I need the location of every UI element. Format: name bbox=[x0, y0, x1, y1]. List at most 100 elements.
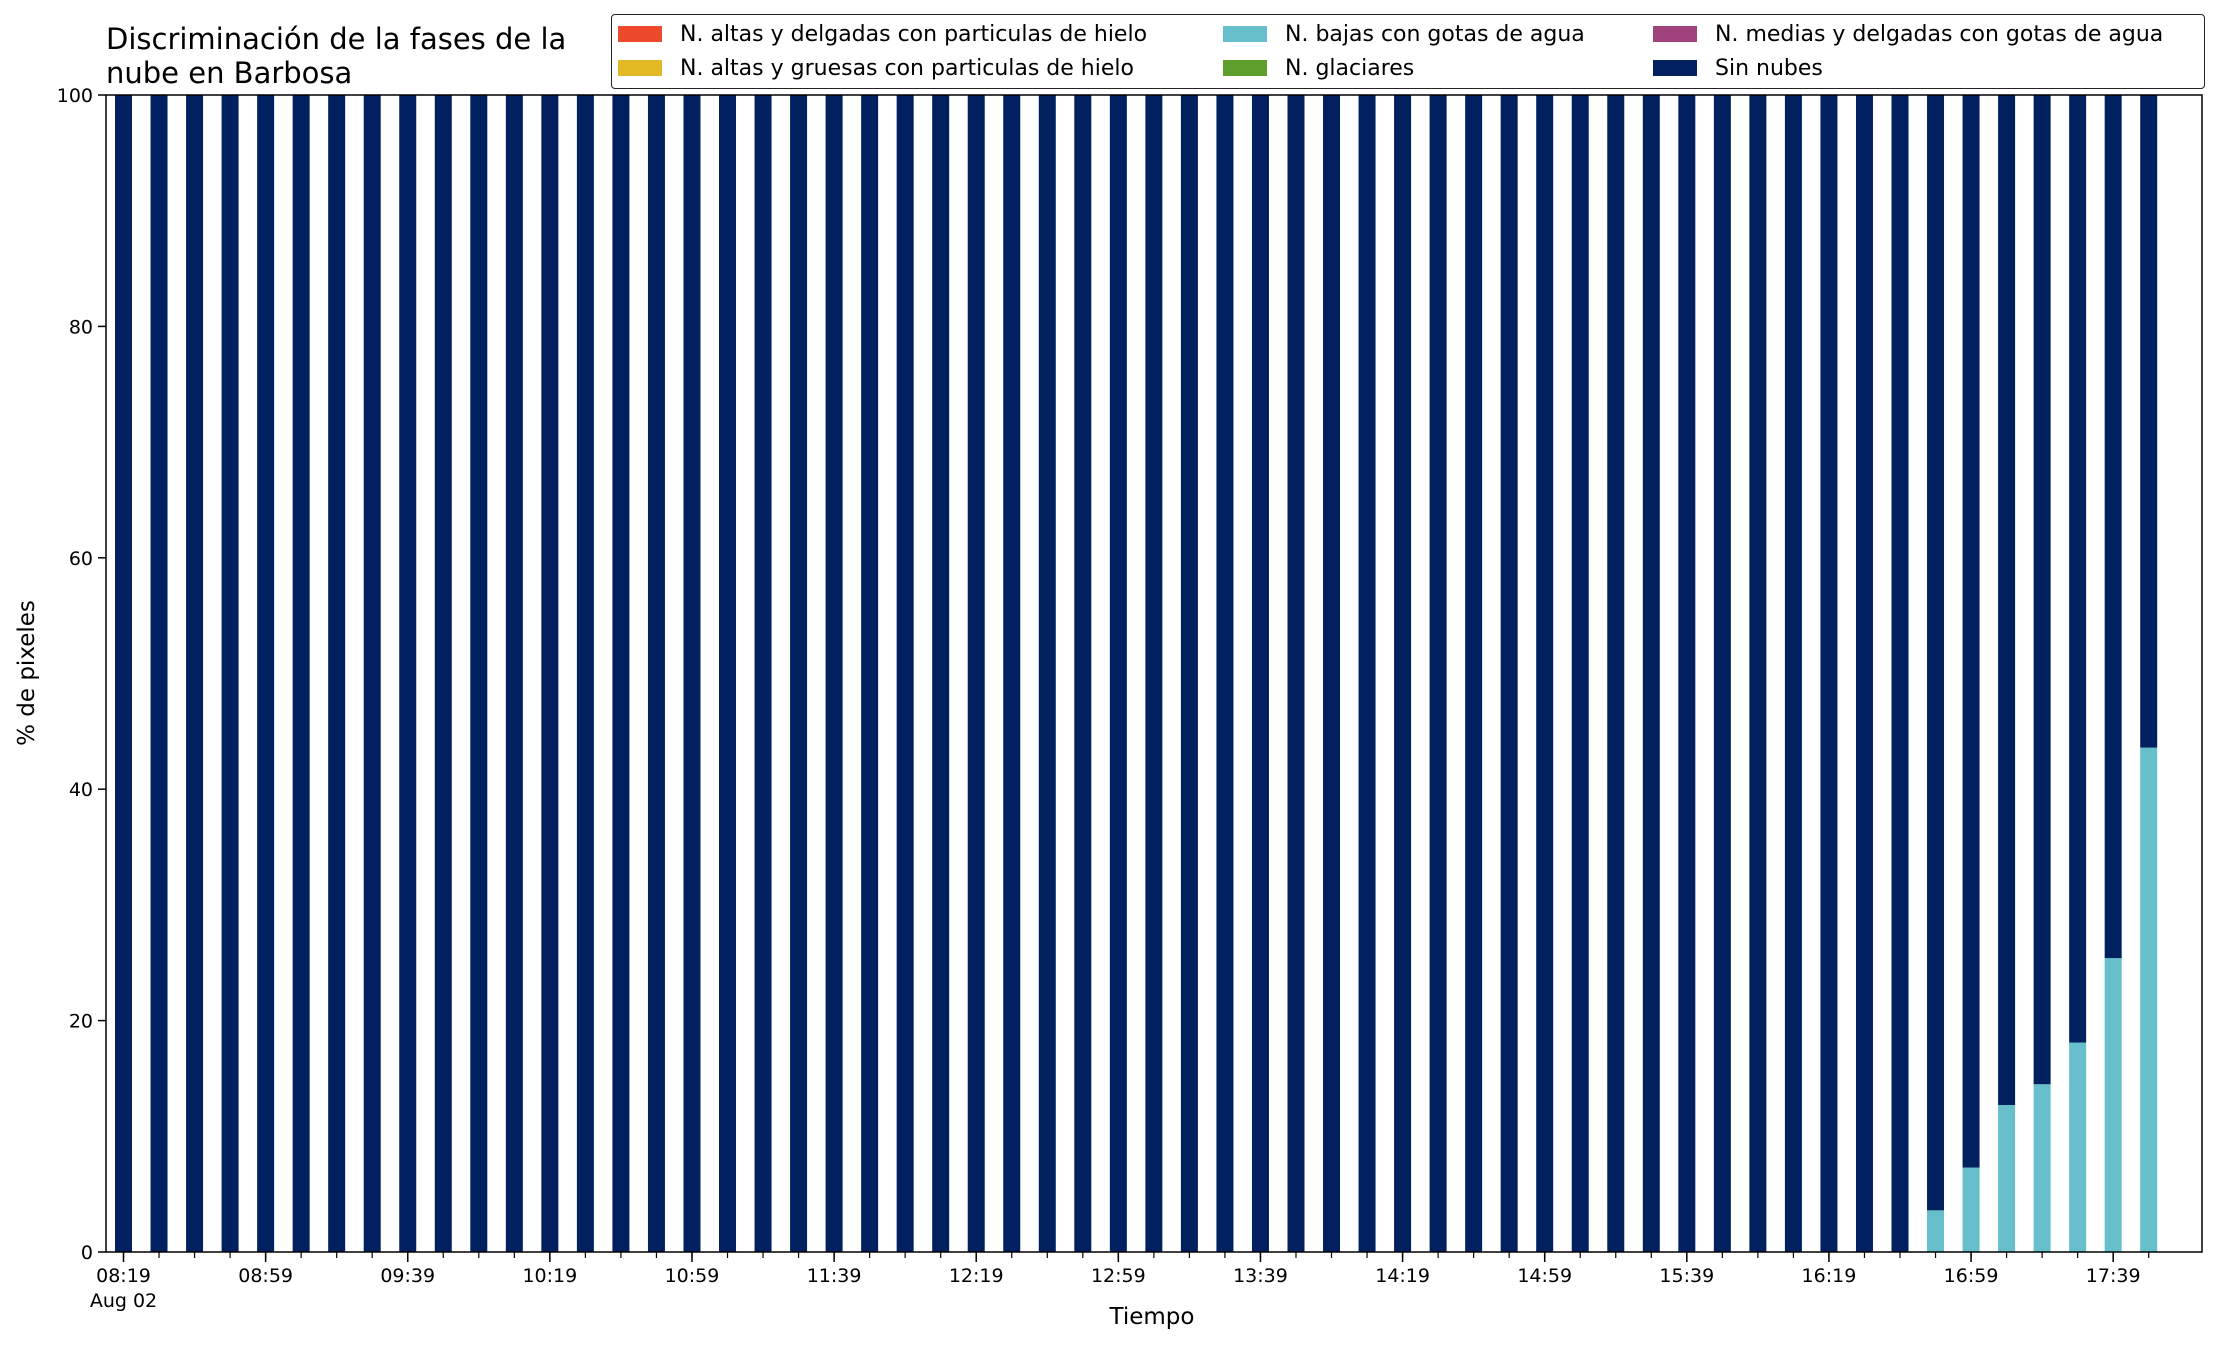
bar-segment bbox=[541, 95, 559, 1252]
x-tick-label: 13:39 bbox=[1233, 1265, 1288, 1287]
bar-segment bbox=[967, 95, 985, 1252]
bar-segment bbox=[1074, 95, 1092, 1252]
legend-swatch bbox=[618, 60, 662, 76]
bar-segment bbox=[2069, 95, 2087, 1043]
bar-segment bbox=[932, 95, 950, 1252]
bar-segment bbox=[576, 95, 594, 1252]
bar-segment bbox=[221, 95, 239, 1252]
bar-segment bbox=[1642, 95, 1660, 1252]
bar-segment bbox=[1536, 95, 1554, 1252]
bar-segment bbox=[861, 95, 879, 1252]
bar-segment bbox=[719, 95, 737, 1252]
chart-legend: N. altas y delgadas con particulas de hi… bbox=[611, 14, 2205, 89]
bar-segment bbox=[825, 95, 843, 1252]
bar-segment bbox=[1855, 95, 1873, 1252]
bar-segment bbox=[1998, 95, 2016, 1106]
y-tick-label: 20 bbox=[69, 1011, 93, 1033]
legend-item: N. glaciares bbox=[1223, 53, 1414, 83]
bar-segment bbox=[1323, 95, 1341, 1252]
bar-segment bbox=[1500, 95, 1518, 1252]
bar-segment bbox=[1927, 95, 1945, 1211]
bar-segment bbox=[1784, 95, 1802, 1252]
bar-segment bbox=[1287, 95, 1305, 1252]
x-tick-label: 09:39 bbox=[380, 1265, 435, 1287]
legend-item: N. medias y delgadas con gotas de agua bbox=[1653, 19, 2163, 49]
x-tick-label: 16:19 bbox=[1802, 1265, 1857, 1287]
bar-segment bbox=[186, 95, 204, 1252]
bar-segment bbox=[1607, 95, 1625, 1252]
bar-segment bbox=[1962, 1167, 1980, 1252]
bar-segment bbox=[2140, 747, 2158, 1252]
bar-segment bbox=[2104, 95, 2122, 959]
bar-segment bbox=[1180, 95, 1198, 1252]
bar-segment bbox=[612, 95, 630, 1252]
bar-segment bbox=[1927, 1210, 1945, 1252]
bar-segment bbox=[1038, 95, 1056, 1252]
bar-segment bbox=[292, 95, 310, 1252]
bar-segment bbox=[150, 95, 168, 1252]
bar-segment bbox=[257, 95, 275, 1252]
bar-segment bbox=[1713, 95, 1731, 1252]
x-tick-label: 12:19 bbox=[949, 1265, 1004, 1287]
legend-swatch bbox=[618, 26, 662, 42]
x-date-label: Aug 02 bbox=[90, 1290, 157, 1312]
y-tick-label: 80 bbox=[69, 316, 93, 338]
x-axis-label: Tiempo bbox=[1109, 1304, 1195, 1330]
bar-segment bbox=[1216, 95, 1234, 1252]
legend-label: Sin nubes bbox=[1715, 55, 1823, 81]
bar-segment bbox=[896, 95, 914, 1252]
bar-segment bbox=[1465, 95, 1483, 1252]
bar-segment bbox=[1962, 95, 1980, 1168]
x-tick-label: 14:59 bbox=[1517, 1265, 1572, 1287]
bar-segment bbox=[1891, 95, 1909, 1252]
bar-segment bbox=[790, 95, 808, 1252]
bar-segment bbox=[1571, 95, 1589, 1252]
legend-swatch bbox=[1223, 60, 1267, 76]
x-tick-label: 14:19 bbox=[1375, 1265, 1430, 1287]
x-tick-label: 11:39 bbox=[807, 1265, 862, 1287]
legend-item: N. bajas con gotas de agua bbox=[1223, 19, 1585, 49]
bar-segment bbox=[1429, 95, 1447, 1252]
x-tick-label: 08:59 bbox=[238, 1265, 293, 1287]
bar-segment bbox=[2104, 958, 2122, 1252]
legend-item: Sin nubes bbox=[1653, 53, 1823, 83]
bar-segment bbox=[1678, 95, 1696, 1252]
x-tick-label: 10:19 bbox=[522, 1265, 577, 1287]
bar-segment bbox=[2069, 1042, 2087, 1252]
y-tick-label: 0 bbox=[81, 1242, 93, 1264]
y-axis-label: % de pixeles bbox=[14, 600, 40, 746]
bar-segment bbox=[683, 95, 701, 1252]
x-tick-label: 10:59 bbox=[665, 1265, 720, 1287]
bar-segment bbox=[399, 95, 417, 1252]
legend-swatch bbox=[1653, 26, 1697, 42]
y-tick-label: 40 bbox=[69, 779, 93, 801]
legend-label: N. glaciares bbox=[1285, 55, 1415, 81]
y-tick-label: 100 bbox=[57, 85, 93, 107]
x-tick-label: 16:59 bbox=[1944, 1265, 1999, 1287]
bar-segment bbox=[2140, 95, 2158, 748]
bar-segment bbox=[1251, 95, 1269, 1252]
legend-label: N. altas y delgadas con particulas de hi… bbox=[680, 21, 1148, 47]
bar-segment bbox=[647, 95, 665, 1252]
legend-item: N. altas y gruesas con particulas de hie… bbox=[618, 53, 1134, 83]
legend-item: N. altas y delgadas con particulas de hi… bbox=[618, 19, 1147, 49]
bar-segment bbox=[1003, 95, 1021, 1252]
legend-swatch bbox=[1653, 60, 1697, 76]
legend-swatch bbox=[1223, 26, 1267, 42]
bar-segment bbox=[434, 95, 452, 1252]
y-tick-label: 60 bbox=[69, 548, 93, 570]
bar-segment bbox=[2033, 1084, 2051, 1252]
bar-segment bbox=[754, 95, 772, 1252]
bar-segment bbox=[470, 95, 488, 1252]
chart-title: Discriminación de la fases de la nube en… bbox=[106, 22, 567, 90]
bar-segment bbox=[1358, 95, 1376, 1252]
bar-segment bbox=[115, 95, 132, 1252]
legend-label: N. altas y gruesas con particulas de hie… bbox=[680, 55, 1134, 81]
bar-segment bbox=[1145, 95, 1163, 1252]
bar-segment bbox=[1998, 1105, 2016, 1252]
bar-segment bbox=[505, 95, 523, 1252]
bar-segment bbox=[1109, 95, 1127, 1252]
x-tick-label: 17:39 bbox=[2086, 1265, 2141, 1287]
